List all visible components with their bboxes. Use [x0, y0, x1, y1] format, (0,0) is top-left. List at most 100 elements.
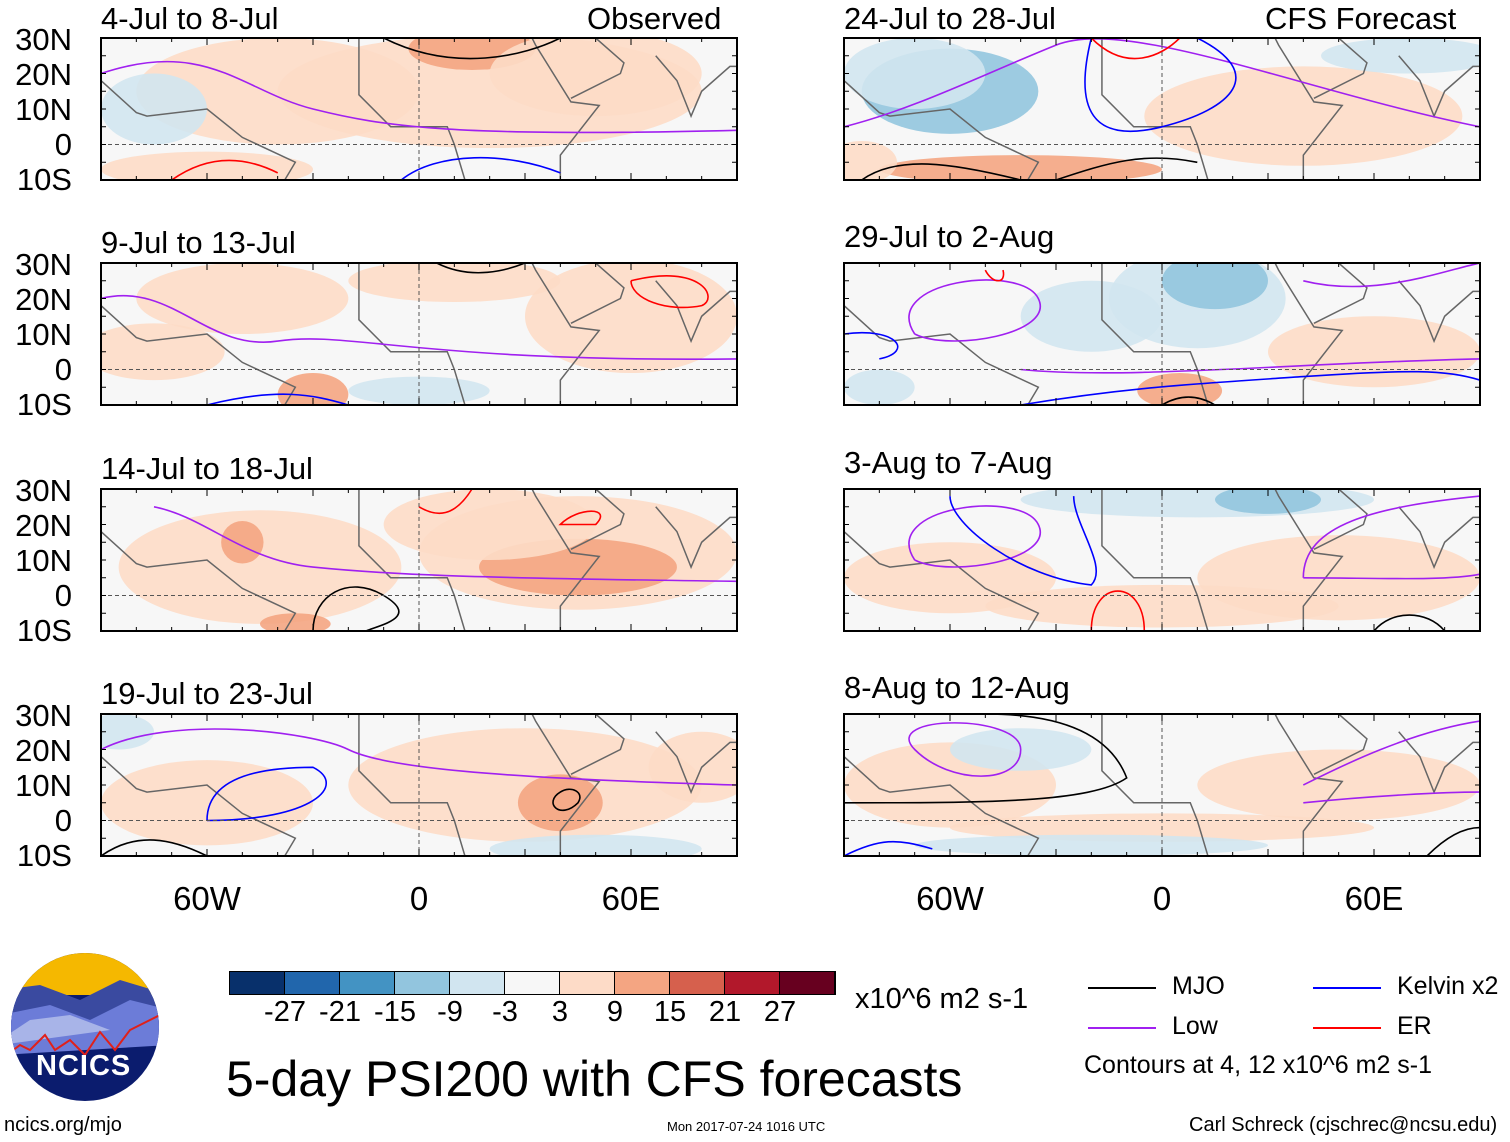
contour-line [101, 839, 208, 856]
colorbar-label: -21 [319, 996, 361, 1028]
map-panel [100, 37, 738, 181]
contour-line [1303, 573, 1480, 580]
anomaly-shading [1137, 373, 1223, 405]
contour-line [400, 157, 561, 180]
contour-line [171, 159, 279, 180]
coastline-africa-asia [358, 263, 737, 405]
contour-line [1426, 826, 1480, 856]
contour-line [101, 294, 737, 360]
contour-line [552, 788, 581, 812]
coastline-africa-asia [358, 489, 737, 631]
lon-tick-label: 60E [601, 880, 661, 917]
coastline-americas [844, 756, 1040, 856]
contour-line [984, 269, 1005, 282]
contour-line [949, 496, 1098, 586]
legend-note: Contours at 4, 12 x10^6 m2 s-1 [1084, 1051, 1433, 1079]
map-panel [843, 713, 1481, 857]
contour-line [908, 722, 1022, 777]
colorbar-swatch [340, 972, 395, 994]
logo-text: NCICS [36, 1050, 132, 1082]
panel-title: 8-Aug to 12-Aug [844, 670, 1070, 705]
colorbar-swatch [450, 972, 505, 994]
lat-tick-label: 10N [15, 543, 72, 578]
lat-tick-label: 0 [54, 578, 72, 613]
lat-tick-label: 20N [15, 733, 72, 768]
legend-label: MJO [1172, 972, 1225, 1000]
lat-tick-label: 0 [54, 352, 72, 387]
contour-line [844, 714, 1128, 804]
colorbar-label: 15 [653, 996, 687, 1028]
coastline-americas [101, 531, 297, 631]
contour-line [206, 393, 349, 405]
anomaly-shading [1162, 263, 1268, 310]
lat-tick-label: 10N [15, 317, 72, 352]
colorbar [229, 971, 836, 995]
colorbar-swatch [230, 972, 285, 994]
lat-tick-label: 30N [15, 473, 72, 508]
map-panel [100, 262, 738, 406]
colorbar-label: -9 [437, 996, 463, 1028]
lon-tick-label: 60W [916, 880, 984, 917]
anomaly-shading [277, 373, 349, 405]
contour-line [1373, 614, 1446, 631]
anomaly-shading [348, 728, 702, 842]
anomaly-shading [489, 38, 702, 117]
column-label: Observed [587, 1, 722, 36]
contour-line [153, 506, 737, 583]
lat-tick-label: 10N [15, 92, 72, 127]
lat-tick-label: 30N [15, 22, 72, 57]
panel-content [101, 38, 737, 180]
lat-tick-label: 30N [15, 698, 72, 733]
contour-line [436, 263, 526, 274]
lon-tick-label: 0 [1152, 880, 1172, 917]
anomaly-shading [101, 714, 154, 750]
lon-tick-label: 0 [409, 880, 429, 917]
coastline-americas [101, 305, 297, 405]
lat-tick-label: 20N [15, 508, 72, 543]
contour-line [908, 505, 1042, 568]
coastline-americas [844, 531, 1040, 631]
anomaly-shading [517, 774, 603, 832]
coastline-americas [101, 756, 297, 856]
map-panel [100, 488, 738, 632]
contour-line [1303, 791, 1480, 804]
contour-line [1090, 590, 1146, 631]
map-panel [100, 713, 738, 857]
panel-content [101, 263, 737, 405]
colorbar-label: -15 [374, 996, 416, 1028]
colorbar-swatch [395, 972, 450, 994]
colorbar-swatch [725, 972, 780, 994]
contour-line [1055, 157, 1198, 180]
anomaly-shading [136, 263, 349, 334]
contour-line [844, 840, 933, 856]
anomaly-shading [489, 834, 702, 856]
coastline-africa-asia [1101, 263, 1480, 405]
anomaly-shading [914, 834, 1268, 856]
coastline-americas [844, 305, 1040, 405]
colorbar-swatch [560, 972, 615, 994]
map-panel [843, 37, 1481, 181]
anomaly-shading [101, 73, 207, 145]
anomaly-shading [525, 263, 737, 374]
colorbar-swatch [615, 972, 670, 994]
units-label: x10^6 m2 s-1 [855, 983, 1029, 1015]
panel-title: 29-Jul to 2-Aug [844, 219, 1055, 254]
coastline-africa-asia [1101, 489, 1480, 631]
contour-line [1303, 263, 1480, 288]
contour-line [908, 279, 1042, 342]
panel-title: 3-Aug to 7-Aug [844, 445, 1053, 480]
chart-title: 5-day PSI200 with CFS forecasts [226, 1051, 963, 1107]
lat-tick-label: 0 [54, 803, 72, 838]
legend-line-mjo [1088, 987, 1156, 989]
panel-content [101, 714, 737, 856]
website-link[interactable]: ncics.org/mjo [4, 1114, 122, 1136]
anomaly-shading [1321, 38, 1480, 74]
legend-line-er [1313, 1027, 1381, 1029]
map-panel [843, 262, 1481, 406]
anomaly-shading [1020, 280, 1162, 352]
contour-line [1302, 495, 1480, 578]
anomaly-shading [844, 140, 897, 180]
colorbar-label: 27 [763, 996, 797, 1028]
anomaly-shading [844, 38, 986, 109]
anomaly-shading [348, 263, 561, 303]
